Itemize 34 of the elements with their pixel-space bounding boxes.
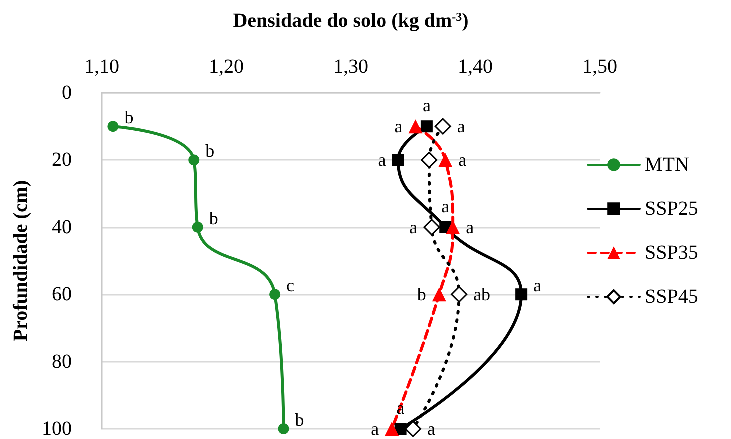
- y-tick-label: 60: [52, 284, 72, 306]
- legend-label: SSP25: [645, 198, 698, 220]
- data-label: a: [428, 419, 436, 439]
- y-axis-title: Profundidade (cm): [10, 180, 32, 342]
- y-tick-label: 40: [52, 216, 72, 238]
- data-label: b: [295, 410, 304, 430]
- data-label: a: [422, 96, 431, 116]
- x-tick-label: 1,30: [334, 56, 368, 78]
- x-tick-label: 1,10: [84, 56, 120, 78]
- y-tick-label: 0: [62, 82, 72, 104]
- y-tick-label: 100: [42, 418, 72, 439]
- data-label: a: [534, 276, 542, 296]
- data-label: b: [124, 108, 134, 128]
- x-tick-label: 1,50: [582, 56, 618, 78]
- data-label: a: [378, 150, 386, 170]
- data-label: b: [206, 141, 215, 162]
- x-tick-label: 1,40: [458, 56, 493, 78]
- data-label: ab: [474, 284, 491, 305]
- legend-label: SSP35: [645, 242, 698, 264]
- data-label: b: [209, 208, 218, 228]
- data-label: c: [286, 276, 295, 296]
- legend-label: MTN: [645, 154, 690, 176]
- data-label: b: [417, 284, 426, 305]
- legend-label: SSP45: [645, 286, 698, 308]
- x-tick-label: 1,20: [209, 56, 244, 78]
- data-label: a: [371, 419, 380, 439]
- data-label: a: [466, 217, 474, 238]
- data-label: a: [394, 116, 403, 137]
- data-label: a: [457, 116, 466, 137]
- y-tick-label: 20: [52, 149, 72, 172]
- data-label: a: [442, 196, 450, 216]
- y-tick-label: 80: [52, 350, 72, 373]
- data-label: a: [410, 217, 418, 238]
- data-label: a: [458, 150, 467, 170]
